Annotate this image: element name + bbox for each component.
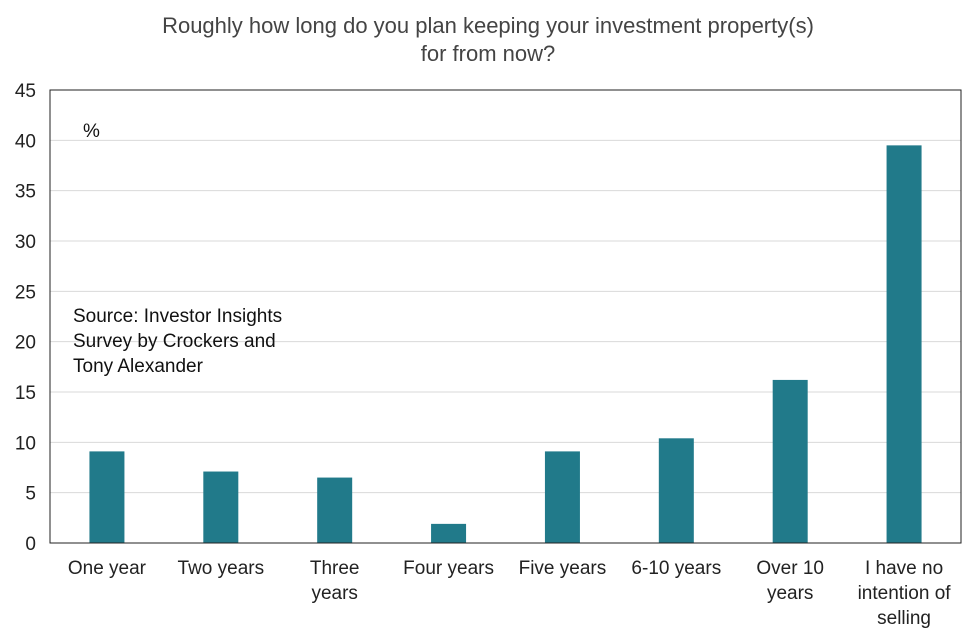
chart-title-line-2: for from now? <box>420 41 556 66</box>
x-tick-label: Three <box>310 558 360 579</box>
x-tick-label: intention of <box>858 583 952 604</box>
x-tick-label: years <box>767 583 813 604</box>
x-tick-label: Two years <box>178 558 265 579</box>
y-tick-label: 20 <box>15 333 36 354</box>
bar <box>317 477 353 543</box>
source-line-3: Tony Alexander <box>73 356 203 377</box>
y-tick-label: 45 <box>15 81 36 102</box>
x-tick-label: years <box>311 583 357 604</box>
bar <box>89 451 125 543</box>
x-tick-label: One year <box>68 558 147 579</box>
x-tick-label: Over 10 <box>756 558 824 579</box>
plot-frame <box>49 89 962 544</box>
bar <box>658 438 694 543</box>
x-tick-label: selling <box>877 608 931 629</box>
bar <box>772 379 808 543</box>
x-tick-label: Five years <box>519 558 607 579</box>
bar <box>886 145 922 543</box>
bar <box>203 471 239 543</box>
bar <box>544 451 580 543</box>
y-tick-label: 30 <box>15 232 36 253</box>
y-tick-label: 5 <box>25 484 36 505</box>
bar <box>431 523 467 543</box>
y-tick-label: 25 <box>15 282 36 303</box>
y-tick-label: 0 <box>25 534 36 555</box>
y-tick-label: 15 <box>15 383 36 404</box>
y-tick-label: 35 <box>15 182 36 203</box>
source-annotation: Source: Investor Insights Survey by Croc… <box>73 304 282 379</box>
x-tick-label: Four years <box>403 558 494 579</box>
y-tick-label: 10 <box>15 433 36 454</box>
y-tick-label: 40 <box>15 131 36 152</box>
chart-title-line-1: Roughly how long do you plan keeping you… <box>162 13 814 38</box>
unit-label: % <box>83 121 100 142</box>
source-line-1: Source: Investor Insights <box>73 306 283 327</box>
x-tick-label: I have no <box>865 558 943 579</box>
x-tick-label: 6-10 years <box>631 558 721 579</box>
source-line-2: Survey by Crockers and <box>73 331 276 352</box>
